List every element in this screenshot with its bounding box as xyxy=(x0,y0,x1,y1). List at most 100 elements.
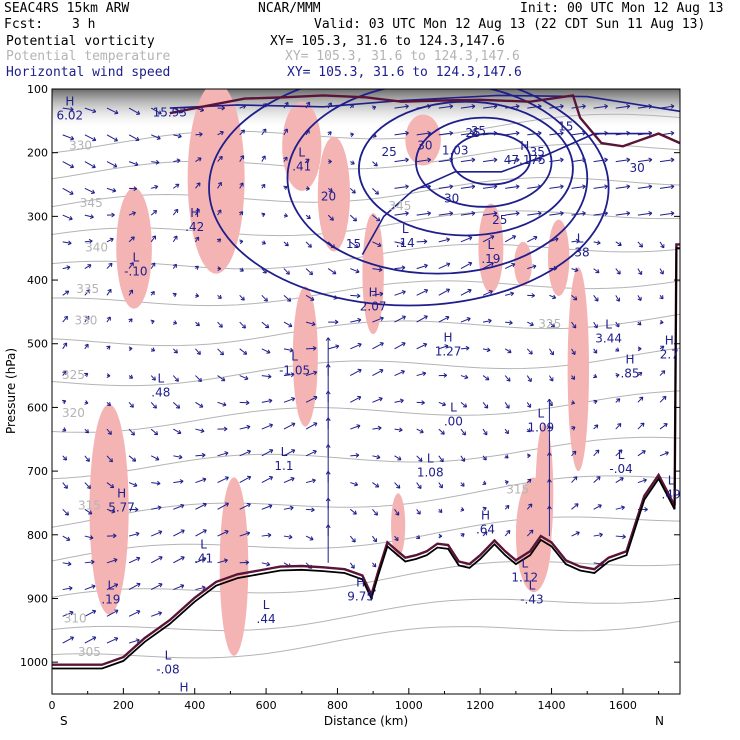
valid-time: Valid: 03 UTC Mon 12 Aug 13 (22 CDT Sun … xyxy=(314,17,706,32)
wind-vector-head xyxy=(507,349,512,354)
wind-vector-head xyxy=(85,315,90,320)
wind-vector-head xyxy=(285,270,290,275)
wind-vector xyxy=(261,268,267,274)
isentrope-line xyxy=(52,516,680,562)
wind-vector-head xyxy=(268,504,273,509)
wind-vector xyxy=(195,428,205,432)
wind-vector-head xyxy=(670,184,675,190)
wind-vector xyxy=(217,559,228,564)
plot-frame xyxy=(51,88,681,695)
wind-vector xyxy=(217,401,227,406)
wind-vector xyxy=(372,369,384,377)
wind-vector-head xyxy=(156,135,161,140)
wind-vector xyxy=(327,241,335,249)
wind-vector xyxy=(84,455,90,462)
wind-vector xyxy=(239,348,248,355)
wind-vector-head xyxy=(128,346,133,352)
wind-vector-head xyxy=(574,267,579,273)
pv-extremum-marker: H xyxy=(65,95,74,109)
wind-vector-head xyxy=(152,210,158,215)
wind-vector-head xyxy=(309,536,314,541)
wind-vector xyxy=(482,428,488,436)
wind-vector xyxy=(482,235,495,243)
wind-vector-head xyxy=(108,262,113,267)
wind-vector-head xyxy=(559,130,564,136)
wind-vector-head xyxy=(128,318,133,323)
wind-vector xyxy=(62,611,74,617)
isentrope-label: 320 xyxy=(62,406,85,420)
pv-shaded-region xyxy=(317,136,350,252)
wind-vector-head xyxy=(333,295,338,300)
wind-vector-head xyxy=(312,345,317,351)
wind-vector-head xyxy=(660,244,665,249)
wind-vector-head xyxy=(575,531,580,536)
wind-vector-head xyxy=(244,375,249,381)
wind-vector xyxy=(84,315,90,323)
wind-vector-head xyxy=(305,129,310,134)
wind-vector xyxy=(306,347,317,350)
wind-vector xyxy=(128,134,140,141)
wind-vector-head xyxy=(334,319,339,325)
x-tick-label: 1000 xyxy=(395,699,423,712)
wind-vector xyxy=(62,342,67,350)
wind-vector xyxy=(128,583,141,590)
wind-vector xyxy=(438,263,450,270)
wind-vector-head xyxy=(355,452,360,458)
pv-extremum-marker: L xyxy=(529,579,536,593)
wind-vector-head xyxy=(527,403,532,408)
wind-vector xyxy=(394,159,409,163)
pv-extremum-marker: H xyxy=(481,509,490,523)
wind-vector xyxy=(526,348,533,355)
wind-vector-head xyxy=(202,502,207,508)
wind-vector-head xyxy=(130,431,135,436)
wind-vector-head xyxy=(571,350,576,355)
wind-vector xyxy=(615,449,623,457)
wind-contour-label: 30 xyxy=(444,191,459,205)
wind-vector xyxy=(394,185,409,189)
pv-extremum-marker: L xyxy=(577,232,584,246)
wind-vector xyxy=(482,185,498,189)
wind-vector-head xyxy=(604,157,608,163)
pv-extremum-marker: H xyxy=(444,330,453,344)
wind-vector-head xyxy=(111,212,115,218)
isentrope-label: 325 xyxy=(538,317,561,331)
wind-vector xyxy=(283,397,295,403)
wind-vector-head xyxy=(195,322,200,327)
wind-vector-head xyxy=(670,130,675,136)
y-tick-label: 600 xyxy=(27,401,48,414)
pv-extremum-value: 1.09 xyxy=(527,421,554,435)
wind-vector-head xyxy=(91,584,96,589)
pv-contour xyxy=(169,94,680,148)
wind-speed-contour xyxy=(361,132,652,255)
wind-vector xyxy=(84,161,96,168)
wind-vector-head xyxy=(526,428,531,433)
wind-vector xyxy=(460,401,467,408)
y-tick-label: 1000 xyxy=(20,656,48,669)
wind-vector-head xyxy=(423,342,428,348)
wind-vector-head xyxy=(177,429,182,435)
wind-vector xyxy=(62,187,74,195)
wind-vector-head xyxy=(196,350,201,355)
wind-vector-head xyxy=(461,457,466,462)
wind-vector xyxy=(195,557,207,564)
wind-vector xyxy=(84,187,95,194)
wind-vector xyxy=(460,262,472,270)
wind-vector-head xyxy=(325,444,331,448)
wind-vector-head xyxy=(239,182,244,187)
wind-vector-head xyxy=(114,637,119,642)
wind-vector-head xyxy=(310,296,315,301)
wind-vector-head xyxy=(377,425,382,431)
wind-vector xyxy=(62,241,72,244)
wind-vector-head xyxy=(354,481,359,487)
wind-vector-head xyxy=(67,240,72,246)
wind-vector-head xyxy=(241,324,246,329)
wind-vector-head xyxy=(150,291,155,296)
wind-vector-head xyxy=(268,476,274,481)
wind-vector-head xyxy=(200,107,205,113)
wind-vector xyxy=(571,476,578,483)
wind-vector xyxy=(261,476,273,484)
wind-vector-head xyxy=(217,294,222,299)
wind-vector xyxy=(327,214,334,221)
wind-vector-head xyxy=(217,181,222,187)
pv-extremum-marker: L xyxy=(521,556,528,570)
